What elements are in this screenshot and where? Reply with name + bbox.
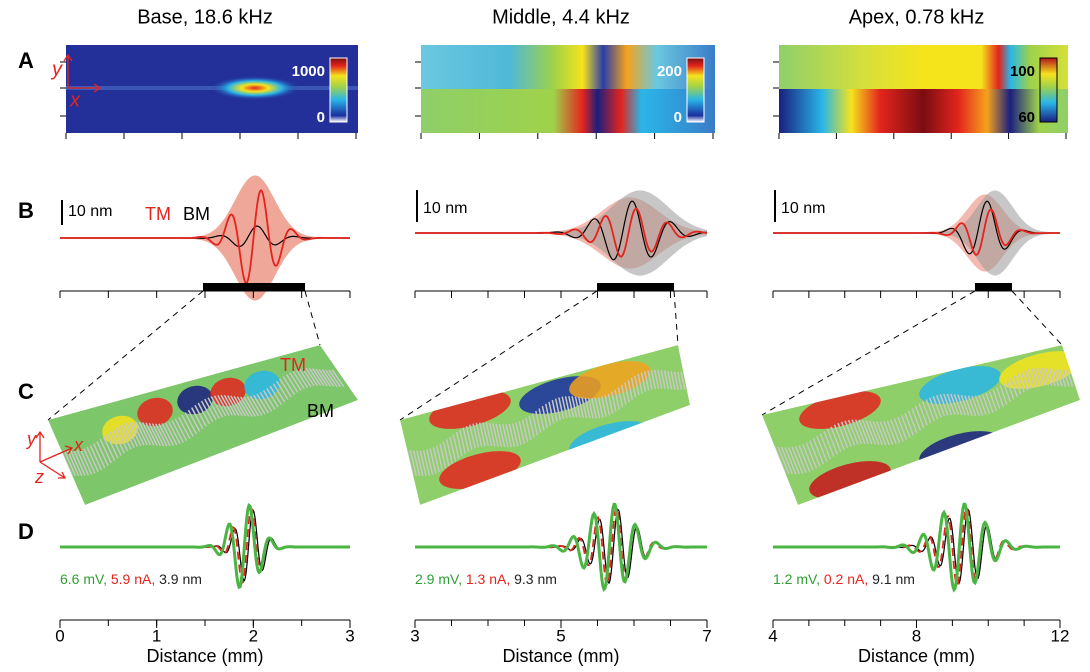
x-tick-label: 3 <box>410 626 419 645</box>
axis-a-y: y <box>50 58 63 80</box>
colorbar-label: 0 <box>317 109 325 126</box>
column-title: Base, 18.6 kHz <box>137 6 273 28</box>
legend-tm: TM <box>145 204 171 224</box>
x-axis-label: Distance (mm) <box>146 646 263 666</box>
zoom-line <box>305 291 320 345</box>
c-label-bm: BM <box>307 401 334 421</box>
colorbar-label: 0 <box>674 109 682 126</box>
d-label-part: 2.9 mV, <box>415 571 462 587</box>
panel-label: B <box>18 198 34 223</box>
surface-base <box>48 345 358 505</box>
zoom-line <box>674 291 678 345</box>
x-tick-label: 3 <box>345 626 354 645</box>
axis-c-x: x <box>73 435 84 455</box>
x-tick-label: 12 <box>1051 626 1070 645</box>
scale-bar-label: 10 nm <box>423 200 467 217</box>
colorbar-label: 100 <box>1010 63 1035 80</box>
d-label: 1.2 mV, 0.2 nA, 9.1 nm <box>773 571 915 587</box>
x-axis-label: Distance (mm) <box>858 646 975 666</box>
x-axis-label: Distance (mm) <box>502 646 619 666</box>
d-label-part: 3.9 nm <box>155 571 202 587</box>
axis-c-z: z <box>34 467 44 487</box>
axis-a-x: x <box>69 89 81 111</box>
x-tick-label: 5 <box>556 626 565 645</box>
d-label: 6.6 mV, 5.9 nA, 3.9 nm <box>60 571 202 587</box>
column-title: Apex, 0.78 kHz <box>849 6 985 28</box>
d-label-part: 5.9 nA, <box>107 571 155 587</box>
surface <box>762 344 1085 507</box>
axis-c-y: y <box>25 429 37 449</box>
d-label-part: 6.6 mV, <box>60 571 107 587</box>
x-tick-label: 7 <box>702 626 711 645</box>
legend-bm: BM <box>183 204 210 224</box>
region-bar <box>597 283 674 291</box>
d-label-part: 9.1 nm <box>868 571 915 587</box>
colorbar-label: 200 <box>657 63 682 80</box>
x-tick-label: 8 <box>912 626 921 645</box>
column-title: Middle, 4.4 kHz <box>492 6 630 28</box>
figure: ABCDBase, 18.6 kHz1000010 nmTMBMTMBM6.6 … <box>0 0 1090 667</box>
surface <box>48 345 358 505</box>
region-bar <box>203 283 305 291</box>
panel-label: D <box>18 519 34 544</box>
d-label: 2.9 mV, 1.3 nA, 9.3 nm <box>415 571 557 587</box>
colorbar <box>330 58 347 122</box>
colorbar <box>1040 58 1057 122</box>
d-label-part: 1.3 nA, <box>462 571 510 587</box>
d-label-part: 9.3 nm <box>510 571 557 587</box>
x-tick-label: 4 <box>768 626 777 645</box>
colorbar-label: 1000 <box>292 63 325 80</box>
heatmap-blob <box>210 76 300 100</box>
colorbar-label: 60 <box>1018 109 1035 126</box>
scale-bar-label: 10 nm <box>68 203 112 220</box>
scale-bar-label: 10 nm <box>781 200 825 217</box>
zoom-line <box>1012 291 1062 345</box>
d-label-part: 1.2 mV, <box>773 571 820 587</box>
surface <box>400 345 690 505</box>
c-label-tm: TM <box>280 355 306 375</box>
heatmap-bottom <box>421 89 715 133</box>
colorbar <box>687 58 704 122</box>
x-tick-label: 2 <box>249 626 258 645</box>
panel-label: C <box>18 379 34 404</box>
region-bar <box>975 283 1012 291</box>
panel-label: A <box>18 48 34 73</box>
d-label-part: 0.2 nA, <box>820 571 868 587</box>
x-tick-label: 1 <box>152 626 161 645</box>
x-tick-label: 0 <box>55 626 64 645</box>
